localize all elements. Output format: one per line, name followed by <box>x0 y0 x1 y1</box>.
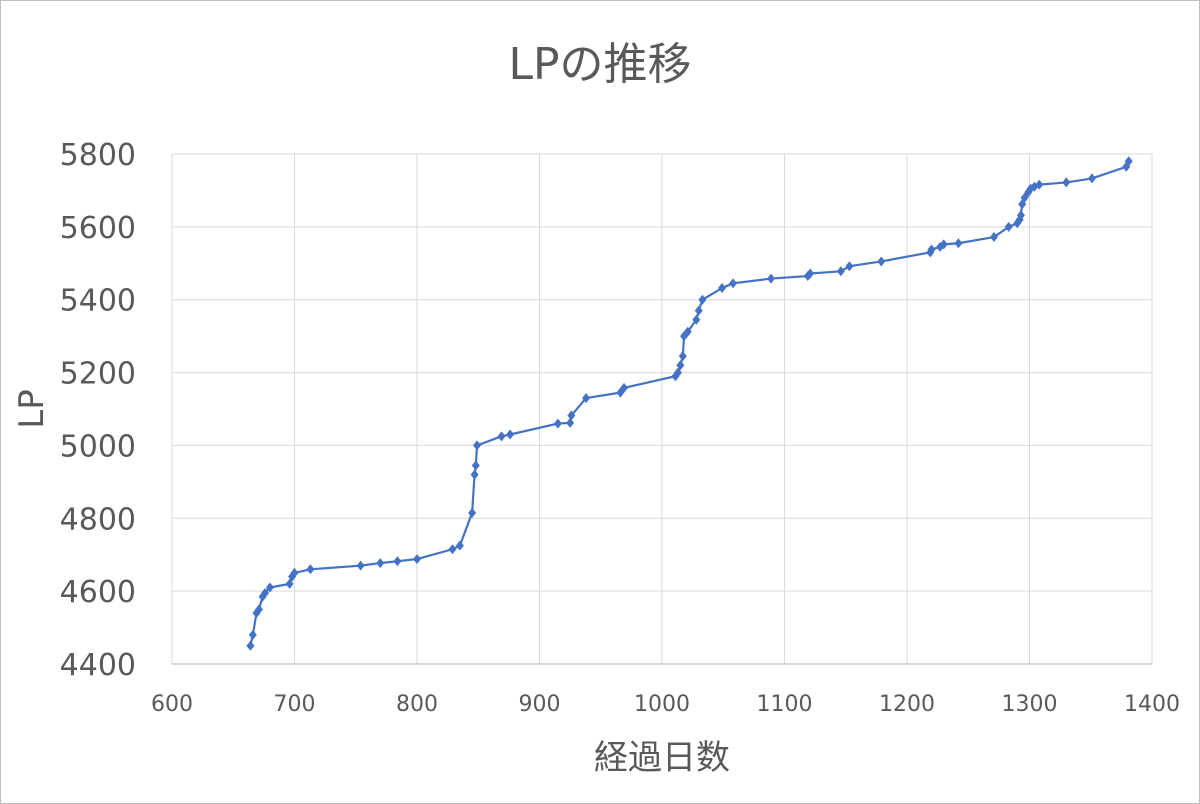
data-point <box>845 261 854 272</box>
data-point <box>620 382 629 393</box>
axes <box>171 154 1152 665</box>
data-point <box>989 232 998 243</box>
data-point <box>356 560 365 571</box>
data-point <box>694 305 703 316</box>
x-tick-label: 1400 <box>1124 692 1180 717</box>
data-point <box>473 440 482 451</box>
data-point <box>1004 221 1013 232</box>
tick-labels: 600 700 800 900 1000 1100 1200 1300 1400 4400 4600… <box>60 138 1180 717</box>
data-point <box>261 587 270 598</box>
data-point <box>1087 173 1096 184</box>
data-point <box>266 582 274 593</box>
data-point <box>567 410 576 421</box>
data-point <box>806 268 815 279</box>
data-point <box>1062 177 1071 188</box>
data-point <box>698 294 707 305</box>
data-point <box>470 469 479 480</box>
y-tick-label: 4600 <box>60 575 136 610</box>
gridlines <box>172 153 1153 664</box>
data-point <box>718 283 727 294</box>
data-point <box>254 604 263 615</box>
data-point <box>566 417 575 428</box>
x-tick-label: 800 <box>396 692 438 717</box>
data-point <box>683 326 692 337</box>
data-point <box>290 567 299 578</box>
data-point <box>246 640 255 651</box>
data-point <box>376 558 385 569</box>
data-point <box>877 256 886 267</box>
data-point <box>954 238 963 249</box>
y-tick-label: 5600 <box>60 211 136 246</box>
y-tick-label: 5200 <box>60 357 136 392</box>
data-point <box>497 431 506 442</box>
series-lp <box>246 156 1133 651</box>
y-tick-label: 5400 <box>60 284 136 319</box>
data-point <box>729 278 738 289</box>
x-tick-label: 1100 <box>757 692 813 717</box>
data-point <box>248 629 257 640</box>
data-point <box>767 273 776 284</box>
data-point <box>676 360 685 371</box>
data-point <box>448 544 457 555</box>
x-tick-label: 900 <box>519 692 561 717</box>
x-tick-label: 1300 <box>1002 692 1058 717</box>
y-tick-label: 4400 <box>60 648 136 683</box>
y-tick-label: 4800 <box>60 502 136 537</box>
x-tick-label: 1000 <box>634 692 690 717</box>
data-point <box>673 367 682 378</box>
x-tick-label: 700 <box>274 692 316 717</box>
data-point <box>582 393 591 404</box>
data-point <box>939 239 948 250</box>
x-tick-label: 600 <box>151 692 193 717</box>
data-point <box>468 507 477 518</box>
y-axis-title: LP <box>12 389 52 428</box>
series-line <box>249 160 1130 647</box>
data-point <box>927 244 936 255</box>
x-tick-label: 1200 <box>879 692 935 717</box>
data-point <box>1020 192 1029 203</box>
data-point <box>393 556 402 567</box>
data-point <box>553 418 562 429</box>
data-point <box>506 429 515 440</box>
chart-title: LPの推移 <box>508 39 691 90</box>
y-tick-label: 5800 <box>60 138 136 173</box>
data-point <box>285 578 294 589</box>
data-point <box>678 351 687 362</box>
data-point <box>306 564 315 575</box>
data-point <box>1016 210 1025 221</box>
data-point <box>471 460 480 471</box>
data-point <box>1035 179 1044 190</box>
x-axis-title: 経過日数 <box>594 738 730 778</box>
data-point <box>1124 156 1133 167</box>
data-point <box>692 314 701 325</box>
data-point <box>455 540 464 551</box>
y-tick-label: 5000 <box>60 429 136 464</box>
data-point <box>836 266 845 277</box>
data-point <box>413 554 421 565</box>
